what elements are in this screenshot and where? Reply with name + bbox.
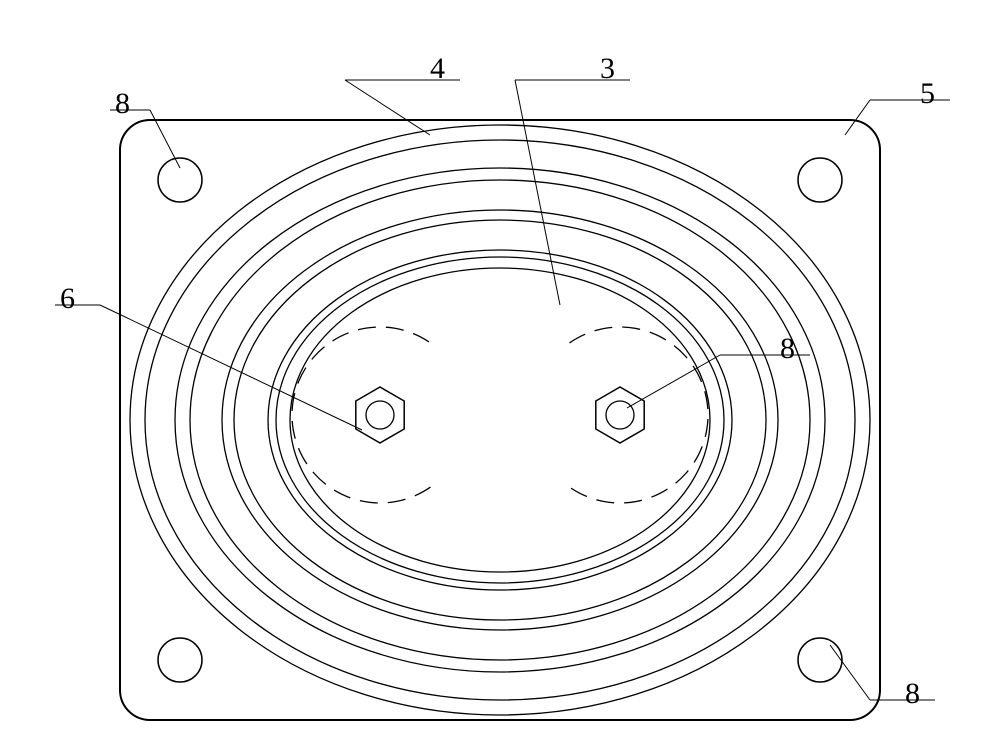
corner-hole-1 <box>798 158 842 202</box>
label-8-5: 8 <box>780 332 795 365</box>
leader-d-5 <box>627 355 720 408</box>
ellipse-ring-7 <box>276 257 724 583</box>
leader-d-0 <box>345 80 430 135</box>
label-6-4: 6 <box>60 282 75 315</box>
leader-d-4 <box>100 305 362 430</box>
leader-d-3 <box>150 110 180 168</box>
hex-bolt-0 <box>356 387 404 443</box>
ellipse-ring-0 <box>130 125 870 715</box>
corner-hole-3 <box>798 638 842 682</box>
ellipse-ring-3 <box>190 180 810 660</box>
dashed-arc-left <box>292 327 430 503</box>
leader-d-1 <box>515 80 560 305</box>
label-4-0: 4 <box>430 52 445 85</box>
hex-bolt-inner-0 <box>366 401 394 429</box>
label-8-3: 8 <box>115 87 130 120</box>
label-3-1: 3 <box>600 52 615 85</box>
ellipse-ring-1 <box>145 140 855 700</box>
leader-d-6 <box>830 645 870 700</box>
ellipse-ring-4 <box>222 210 778 630</box>
ellipse-ring-6 <box>268 250 732 590</box>
corner-hole-0 <box>158 158 202 202</box>
dashed-arc-right <box>570 327 708 503</box>
corner-hole-2 <box>158 638 202 682</box>
leader-d-2 <box>845 100 870 135</box>
ellipse-ring-5 <box>234 220 766 620</box>
label-5-2: 5 <box>920 77 935 110</box>
hex-bolt-1 <box>596 387 644 443</box>
hex-bolt-inner-1 <box>606 401 634 429</box>
ellipse-ring-2 <box>175 168 825 672</box>
ellipse-ring-8 <box>290 268 710 572</box>
label-8-6: 8 <box>905 677 920 710</box>
